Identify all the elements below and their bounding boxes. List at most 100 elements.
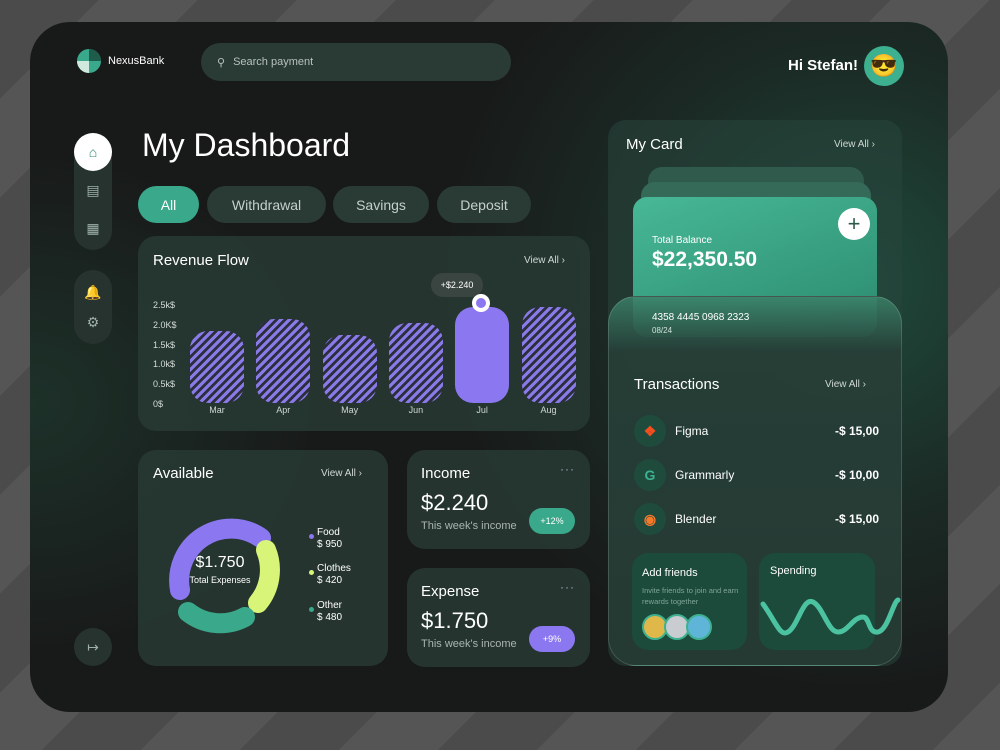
wallet-icon[interactable]: ▤ [86,181,100,198]
bar-handle[interactable] [472,294,490,312]
expense-donut [169,518,280,634]
filter-all[interactable]: All [138,186,199,223]
view-all-label: View All [834,139,869,150]
bell-icon[interactable]: 🔔 [84,283,102,300]
bar-may[interactable] [322,335,377,403]
spending-card[interactable]: Spending [759,553,875,650]
legend-amount: $ 480 [317,612,343,623]
page-title: My Dashboard [142,127,351,163]
x-tick-label: Jul [476,405,488,415]
legend-food: Food $ 950 [309,527,343,551]
gear-icon[interactable]: ⚙ [86,313,100,330]
donut-total-label: Total Expenses [189,575,251,585]
avatar[interactable]: 😎 [864,46,904,86]
x-tick-label: May [341,405,359,415]
figma-icon: ❖ [634,415,666,447]
logout-button[interactable]: ↦ [74,628,112,666]
search-icon: ⚲ [217,56,226,69]
spending-title: Spending [770,565,817,577]
view-all-label: View All [825,379,860,390]
my-card-view-all[interactable]: View All › [834,139,875,150]
y-tick-label: 0$ [153,399,164,409]
app-window: NexusBank ⚲ Search payment Hi Stefan! 😎 … [30,22,948,712]
legend-clothes: Clothes $ 420 [309,563,351,587]
revenue-view-all[interactable]: View All › [524,255,565,266]
search-input[interactable]: ⚲ Search payment [201,43,511,81]
my-card-title: My Card [626,136,683,153]
balance-label: Total Balance [652,235,713,246]
transaction-row[interactable]: ◉ Blender -$ 15,00 [634,502,879,536]
donut-segment-clothes [248,540,280,613]
sidebar-secondary: 🔔 ⚙ [74,270,112,344]
legend-name: Other [317,600,343,611]
legend-dot [309,534,314,539]
add-friends-card[interactable]: Add friends Invite friends to join and e… [632,553,747,650]
y-tick-label: 2.0K$ [153,319,177,330]
bar-apr[interactable] [256,319,311,403]
view-all-label: View All [321,468,356,479]
bar-mar[interactable] [190,331,244,403]
logo-icon [77,49,101,73]
card-number: 4358 4445 0968 2323 [652,312,750,323]
chart-icon[interactable]: ▦ [86,219,100,236]
y-tick-label: 2.5k$ [153,300,176,310]
greeting: Hi Stefan! [788,57,859,74]
transaction-row[interactable]: G Grammarly -$ 10,00 [634,458,879,492]
legend-dot [309,570,314,575]
donut-total: $1.750 [195,554,245,571]
friend-avatar[interactable] [686,614,712,640]
balance-amount: $22,350.50 [652,248,758,271]
income-title: Income [421,465,471,482]
donut-segment-other [178,602,255,634]
bar-aug[interactable] [521,307,576,403]
expense-sub: This week's income [421,638,517,650]
revenue-title: Revenue Flow [153,252,249,269]
transaction-amount: -$ 10,00 [834,468,879,482]
logout-icon: ↦ [87,638,99,655]
legend-name: Food [317,527,340,538]
transaction-name: Grammarly [675,468,735,482]
legend-dot [309,607,314,612]
available-view-all[interactable]: View All › [321,468,362,479]
more-icon[interactable]: ··· [560,580,575,594]
blender-icon: ◉ [634,503,666,535]
filter-deposit[interactable]: Deposit [437,186,531,223]
income-badge: +12% [529,508,575,534]
transactions-view-all[interactable]: View All › [825,379,866,390]
transactions-title: Transactions [634,376,720,393]
sidebar-main: ⌂ ▤ ▦ [74,133,112,250]
x-tick-label: Aug [540,405,557,415]
y-tick-label: 1.5k$ [153,339,176,350]
home-icon[interactable]: ⌂ [74,133,112,171]
available-title: Available [153,465,214,482]
transaction-name: Figma [675,424,709,438]
x-tick-label: Apr [276,405,291,415]
add-card-button[interactable]: + [838,208,870,240]
transaction-name: Blender [675,512,717,526]
bar-jun[interactable] [388,323,443,403]
logo[interactable]: NexusBank [76,48,164,74]
bar-jul[interactable] [455,307,510,403]
x-tick-label: Jun [408,405,424,415]
brand-name: NexusBank [108,55,165,67]
friends-title: Add friends [642,567,698,579]
revenue-tooltip: +$2.240 [431,273,483,297]
transaction-row[interactable]: ❖ Figma -$ 15,00 [634,414,879,448]
x-tick-label: Mar [209,405,225,415]
y-tick-label: 1.0k$ [153,359,176,370]
friends-sub: Invite friends to join and earn rewards … [642,586,739,606]
donut-segment-food [169,518,271,600]
filter-withdrawal[interactable]: Withdrawal [207,186,326,223]
filter-savings[interactable]: Savings [333,186,429,223]
expense-amount: $1.750 [421,608,489,633]
view-all-label: View All [524,255,559,266]
card-expiry: 08/24 [652,326,673,335]
more-icon[interactable]: ··· [560,462,575,476]
income-sub: This week's income [421,520,517,532]
expense-badge: +9% [529,626,575,652]
income-amount: $2.240 [421,490,489,515]
expense-title: Expense [421,583,480,600]
legend-other: Other $ 480 [309,600,343,624]
transaction-amount: -$ 15,00 [834,512,879,526]
legend-amount: $ 950 [317,539,343,550]
